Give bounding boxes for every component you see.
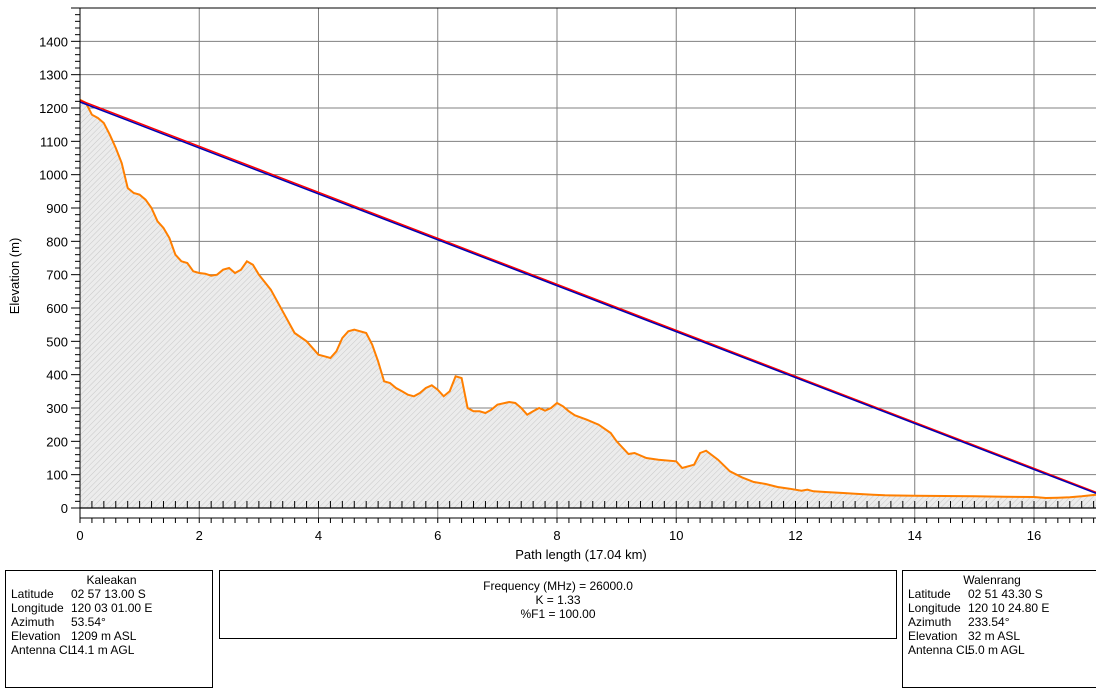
info-label: Elevation	[11, 629, 61, 643]
terrain-layer	[79, 98, 1096, 508]
fresnel-text: %F1 = 100.00	[520, 607, 596, 621]
x-tick-label: 10	[669, 528, 683, 543]
line-of-sight-blue	[79, 101, 1096, 495]
y-tick-label: 500	[46, 334, 68, 349]
x-tick-label: 2	[196, 528, 203, 543]
site-name: Kaleakan	[86, 573, 137, 587]
x-tick-label: 0	[76, 528, 83, 543]
x-tick-label: 4	[315, 528, 322, 543]
info-value: 120 03 01.00 E	[71, 601, 153, 615]
info-label: Azimuth	[11, 615, 55, 629]
info-row-azimuth: Azimuth 233.54°	[908, 615, 1096, 629]
site-panel-kaleakan: Kaleakan Latitude 02 57 13.00 S Longitude…	[5, 570, 213, 688]
y-tick-label: 1400	[39, 34, 68, 49]
info-row-elevation: Elevation 1209 m ASL	[11, 629, 212, 643]
info-value: 5.0 m AGL	[968, 643, 1025, 657]
y-tick-label: 1100	[40, 134, 68, 149]
x-tick-label: 8	[553, 528, 560, 543]
x-axis-title: Path length (17.04 km)	[515, 547, 647, 562]
site-panel-walenrang: Walenrang Latitude 02 51 43.30 S Longitud…	[902, 570, 1096, 688]
info-label: Antenna CL	[11, 643, 75, 657]
site-name: Walenrang	[963, 573, 1021, 587]
info-row-antenna: Antenna CL 5.0 m AGL	[908, 643, 1096, 657]
y-tick-label: 800	[46, 234, 68, 249]
info-row-azimuth: Azimuth 53.54°	[11, 615, 212, 629]
link-parameters-panel: Frequency (MHz) = 26000.0 K = 1.33 %F1 =…	[219, 570, 897, 639]
info-row-latitude: Latitude 02 57 13.00 S	[11, 587, 212, 601]
terrain-fill	[80, 99, 1096, 508]
y-tick-label: 300	[46, 401, 68, 416]
x-tick-label: 14	[908, 528, 922, 543]
x-tick-label: 16	[1027, 528, 1041, 543]
frequency-text: Frequency (MHz) = 26000.0	[483, 579, 633, 593]
info-label: Elevation	[908, 629, 958, 643]
y-tick-label: 900	[46, 201, 68, 216]
info-value: 1209 m ASL	[71, 629, 137, 643]
info-row-longitude: Longitude 120 03 01.00 E	[11, 601, 212, 615]
y-tick-label: 1300	[39, 68, 68, 83]
info-label: Antenna CL	[908, 643, 972, 657]
x-tick-label: 6	[434, 528, 441, 543]
terrain-profile-line	[79, 98, 1096, 500]
y-tick-label: 200	[46, 434, 68, 449]
info-value: 53.54°	[71, 615, 106, 629]
info-label: Latitude	[908, 587, 951, 601]
info-label: Azimuth	[908, 615, 952, 629]
y-axis-title: Elevation (m)	[7, 238, 22, 315]
info-label: Longitude	[11, 601, 64, 615]
y-tick-label: 1200	[39, 101, 68, 116]
path-profile-chart: 0 2 4 6 8 10 12 14 16 0 100 200 300 400 500 600 700 800 90…	[7, 7, 1096, 562]
chart-axes	[71, 7, 1096, 523]
info-row-elevation: Elevation 32 m ASL	[908, 629, 1096, 643]
info-value: 32 m ASL	[968, 629, 1021, 643]
info-value: 233.54°	[968, 615, 1010, 629]
y-tick-label: 400	[46, 368, 68, 383]
info-row-antenna: Antenna CL 14.1 m AGL	[11, 643, 212, 657]
tick-labels: 0 2 4 6 8 10 12 14 16 0 100 200 300 400 500 600 700 800 90…	[39, 34, 1041, 543]
y-tick-label: 600	[46, 301, 68, 316]
info-row-latitude: Latitude 02 51 43.30 S	[908, 587, 1096, 601]
k-factor-text: K = 1.33	[535, 593, 581, 607]
info-value: 120 10 24.80 E	[968, 601, 1050, 615]
info-value: 14.1 m AGL	[71, 643, 135, 657]
info-value: 02 57 13.00 S	[71, 587, 146, 601]
y-tick-label: 100	[46, 468, 68, 483]
x-tick-label: 12	[788, 528, 802, 543]
info-label: Latitude	[11, 587, 54, 601]
line-of-sight-layer	[79, 99, 1096, 495]
info-label: Longitude	[908, 601, 961, 615]
y-tick-label: 1000	[39, 168, 68, 183]
y-tick-label: 0	[61, 501, 68, 516]
y-tick-label: 700	[46, 268, 68, 283]
info-value: 02 51 43.30 S	[968, 587, 1043, 601]
info-row-longitude: Longitude 120 10 24.80 E	[908, 601, 1096, 615]
line-of-sight-red	[79, 99, 1096, 494]
